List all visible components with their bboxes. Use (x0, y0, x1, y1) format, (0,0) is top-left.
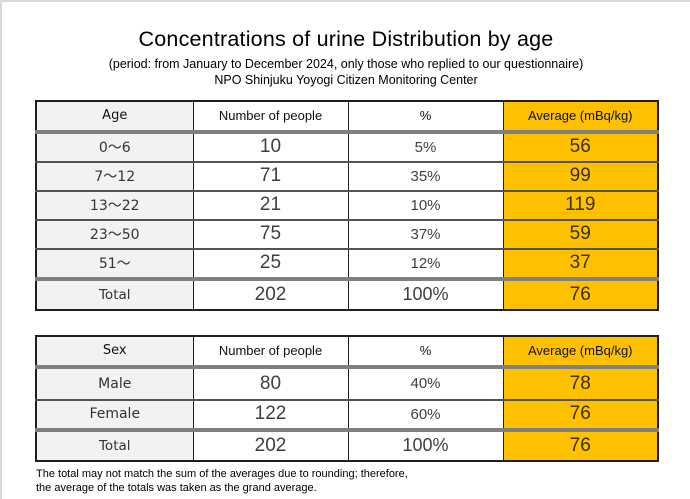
percent-cell: 10% (347, 190, 503, 221)
people-header-cell: Number of people (192, 100, 348, 134)
people-cell: 25 (192, 248, 348, 281)
row-label-cell: Female (36, 399, 193, 432)
average-cell: 56 (502, 131, 658, 163)
percent-header-cell: % (347, 100, 503, 134)
average-cell: 76 (502, 399, 658, 432)
table-row: 7〜12 71 35% 99 (36, 161, 658, 192)
average-header-cell: Average (mBq/kg) (502, 335, 658, 369)
people-cell: 75 (192, 219, 348, 250)
average-cell: 59 (502, 219, 658, 250)
total-people-cell: 202 (192, 278, 348, 310)
percent-cell: 35% (347, 161, 503, 192)
organization-line: NPO Shinjuku Yoyogi Citizen Monitoring C… (214, 72, 478, 87)
page-title: Concentrations of urine Distribution by … (138, 27, 554, 51)
total-percent-cell: 100% (347, 429, 503, 461)
row-label-cell: 23〜50 (36, 219, 193, 250)
sex-table: Sex Number of people % Average (mBq/kg) … (35, 334, 659, 462)
average-cell: 119 (502, 190, 658, 221)
people-cell: 10 (192, 131, 348, 163)
percent-cell: 60% (347, 399, 503, 432)
age-table-total-row: Total 202 100% 76 (36, 278, 658, 310)
people-cell: 122 (192, 399, 348, 432)
percent-cell: 40% (347, 366, 503, 401)
table-row: 0〜6 10 5% 56 (36, 131, 658, 163)
percent-header-cell: % (347, 335, 503, 369)
people-cell: 21 (192, 190, 348, 221)
people-cell: 71 (192, 161, 348, 192)
row-label-cell: 13〜22 (36, 190, 193, 221)
total-percent-cell: 100% (347, 278, 503, 310)
people-header-cell: Number of people (192, 335, 348, 369)
average-cell: 37 (502, 248, 658, 281)
row-label-cell: 0〜6 (36, 131, 193, 163)
people-cell: 80 (192, 366, 348, 401)
average-header-cell: Average (mBq/kg) (502, 100, 658, 134)
table-row: Male 80 40% 78 (36, 366, 658, 401)
age-table-header-row: Age Number of people % Average (mBq/kg) (36, 100, 658, 134)
total-label-cell: Total (36, 429, 193, 461)
age-table: Age Number of people % Average (mBq/kg) … (35, 99, 659, 311)
average-cell: 78 (502, 366, 658, 401)
average-cell: 99 (502, 161, 658, 192)
percent-cell: 5% (347, 131, 503, 163)
page-subtitle: (period: from January to December 2024, … (108, 56, 584, 71)
footnote-line-2: the average of the totals was taken as t… (36, 482, 317, 495)
footnote: The total may not match the sum of the a… (36, 467, 690, 496)
title-block: Concentrations of urine Distribution by … (2, 26, 690, 87)
total-label-cell: Total (36, 278, 193, 310)
table-row: 51〜 25 12% 37 (36, 248, 658, 281)
sex-table-header-row: Sex Number of people % Average (mBq/kg) (36, 335, 658, 369)
percent-cell: 37% (347, 219, 503, 250)
total-average-cell: 76 (502, 278, 658, 310)
row-label-cell: 51〜 (36, 248, 193, 281)
sex-header-cell: Sex (36, 335, 193, 369)
total-people-cell: 202 (192, 429, 348, 461)
table-row: Female 122 60% 76 (36, 399, 658, 432)
table-row: 13〜22 21 10% 119 (36, 190, 658, 221)
footnote-line-1: The total may not match the sum of the a… (36, 467, 408, 480)
total-average-cell: 76 (502, 429, 658, 461)
sex-table-total-row: Total 202 100% 76 (36, 429, 658, 461)
table-row: 23〜50 75 37% 59 (36, 219, 658, 250)
age-header-cell: Age (36, 100, 193, 134)
row-label-cell: 7〜12 (36, 161, 193, 192)
percent-cell: 12% (347, 248, 503, 281)
row-label-cell: Male (36, 366, 193, 401)
